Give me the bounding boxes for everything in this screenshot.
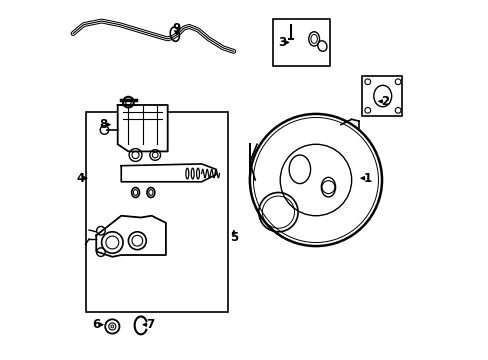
Text: 1: 1 (363, 172, 371, 185)
Text: 9: 9 (172, 22, 181, 35)
Bar (85, 112, 228, 312)
Bar (362, 76, 401, 116)
Text: 2: 2 (381, 95, 389, 108)
Polygon shape (96, 216, 165, 257)
Text: 3: 3 (277, 36, 285, 49)
Text: 7: 7 (145, 318, 154, 331)
Text: 8: 8 (99, 118, 107, 131)
Bar (272, 19, 329, 66)
Text: 4: 4 (76, 172, 84, 185)
Text: 6: 6 (92, 318, 100, 331)
Polygon shape (118, 105, 167, 152)
Text: 5: 5 (229, 231, 238, 244)
Polygon shape (121, 164, 216, 182)
